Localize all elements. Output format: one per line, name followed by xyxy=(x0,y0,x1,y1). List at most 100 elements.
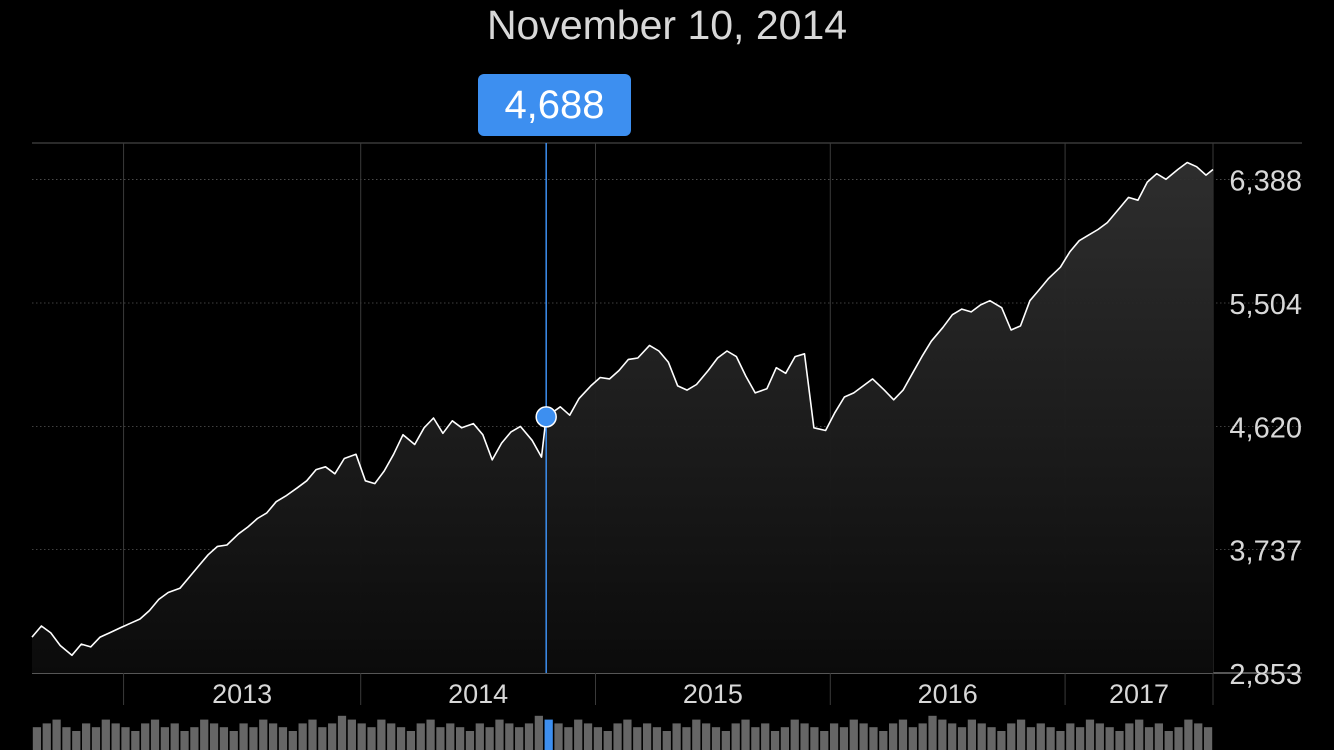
volume-bar xyxy=(357,723,366,750)
volume-bar xyxy=(524,723,534,750)
volume-bar xyxy=(948,723,957,750)
volume-bar xyxy=(515,727,524,750)
volume-bar xyxy=(603,731,612,750)
volume-bar xyxy=(780,727,790,750)
volume-bar xyxy=(298,723,307,750)
volume-bar xyxy=(160,727,169,750)
volume-bar xyxy=(839,727,849,750)
volume-bar xyxy=(987,727,996,750)
volume-bar xyxy=(583,723,593,750)
y-tick-label: 4,620 xyxy=(1229,412,1302,444)
volume-bar xyxy=(288,731,297,750)
volume-bar xyxy=(62,727,71,750)
selected-date: November 10, 2014 xyxy=(486,2,848,48)
volume-bar xyxy=(967,719,976,750)
volume-bar xyxy=(593,727,603,750)
volume-bar xyxy=(849,719,858,750)
volume-bar xyxy=(1174,727,1183,750)
volume-bar xyxy=(672,723,681,750)
y-tick-label: 3,737 xyxy=(1229,536,1302,568)
price-line xyxy=(31,161,1214,657)
volume-bar xyxy=(209,723,219,750)
volume-bar xyxy=(662,731,671,750)
volume-bar xyxy=(820,731,829,750)
volume-bar xyxy=(544,719,553,750)
volume-bar xyxy=(1154,723,1163,750)
volume-bar xyxy=(377,719,386,750)
volume-bar xyxy=(150,719,160,750)
volume-bar xyxy=(505,723,514,750)
volume-bar xyxy=(1194,723,1203,750)
volume-bar xyxy=(928,715,937,750)
x-tick-label: 2016 xyxy=(918,679,978,709)
volume-bar xyxy=(416,723,425,750)
volume-bar xyxy=(337,715,347,750)
volume-bar xyxy=(91,727,101,750)
volume-bar xyxy=(790,719,799,750)
volume-bars xyxy=(32,715,1213,750)
volume-bar xyxy=(1164,731,1173,750)
x-tick-label: 2017 xyxy=(1109,679,1169,709)
volume-bar xyxy=(1135,719,1144,750)
volume-bar xyxy=(308,719,317,750)
volume-bar xyxy=(702,723,711,750)
selected-point-marker[interactable] xyxy=(535,406,557,428)
volume-bar xyxy=(652,727,662,750)
volume-bar xyxy=(396,727,406,750)
volume-bar xyxy=(957,727,967,750)
volume-bar xyxy=(1056,731,1065,750)
volume-bar xyxy=(455,727,465,750)
price-area-fill xyxy=(32,162,1213,673)
volume-bar xyxy=(52,719,61,750)
volume-bar xyxy=(465,731,475,750)
volume-bar xyxy=(406,731,416,750)
volume-bar xyxy=(347,719,356,750)
y-tick-label: 2,853 xyxy=(1229,659,1302,691)
volume-bar xyxy=(1066,723,1075,750)
volume-bar xyxy=(131,731,140,750)
volume-bar xyxy=(367,727,376,750)
volume-bar xyxy=(278,727,288,750)
volume-bar xyxy=(564,727,573,750)
volume-bar xyxy=(800,723,809,750)
volume-bar xyxy=(229,731,238,750)
volume-bar xyxy=(446,723,455,750)
volume-bar xyxy=(32,727,42,750)
volume-bar xyxy=(721,731,730,750)
volume-bar xyxy=(1036,723,1045,750)
volume-bar xyxy=(977,723,986,750)
volume-bar xyxy=(82,723,91,750)
y-tick-label: 6,388 xyxy=(1229,166,1302,198)
volume-bar xyxy=(269,723,278,750)
volume-bar xyxy=(761,723,770,750)
volume-bar xyxy=(938,719,947,750)
volume-bar xyxy=(889,723,898,750)
volume-bar xyxy=(180,731,189,750)
x-axis-labels: 2013 2014 2015 2016 2017 xyxy=(212,679,1169,709)
volume-bar xyxy=(1016,719,1026,750)
volume-bar xyxy=(829,723,839,750)
volume-bar xyxy=(1046,727,1055,750)
volume-bar xyxy=(1115,731,1124,750)
volume-bar xyxy=(1203,727,1213,750)
volume-bar xyxy=(751,727,760,750)
volume-bar xyxy=(1007,723,1016,750)
volume-bar xyxy=(495,719,504,750)
volume-bar xyxy=(42,723,51,750)
volume-bar xyxy=(859,723,868,750)
volume-bar xyxy=(711,727,721,750)
volume-bar xyxy=(475,723,484,750)
volume-bar xyxy=(810,727,819,750)
volume-bar xyxy=(623,719,632,750)
volume-bar xyxy=(1184,719,1193,750)
volume-bar xyxy=(908,727,917,750)
volume-bar xyxy=(1076,727,1085,750)
x-tick-label: 2014 xyxy=(448,679,508,709)
y-tick-label: 5,504 xyxy=(1229,289,1302,321)
volume-bar xyxy=(613,723,622,750)
volume-bar xyxy=(318,727,327,750)
volume-bar xyxy=(731,723,740,750)
volume-bar xyxy=(200,719,209,750)
x-tick-label: 2015 xyxy=(683,679,743,709)
